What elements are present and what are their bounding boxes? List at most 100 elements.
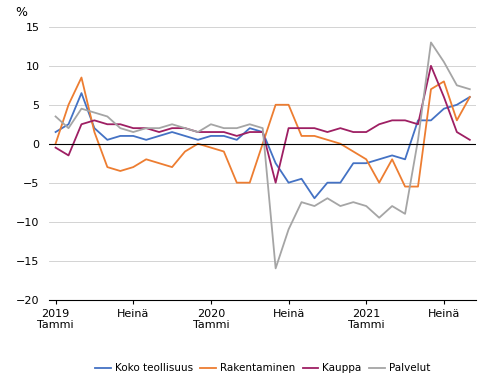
Rakentaminen: [273, 103, 278, 107]
Rakentaminen: [66, 103, 72, 107]
Kauppa: [234, 134, 240, 138]
Palvelut: [79, 106, 84, 111]
Kauppa: [105, 122, 110, 127]
Legend: Koko teollisuus, Rakentaminen, Kauppa, Palvelut: Koko teollisuus, Rakentaminen, Kauppa, P…: [91, 359, 435, 377]
Text: %: %: [15, 6, 27, 19]
Kauppa: [130, 126, 136, 131]
Rakentaminen: [299, 134, 304, 138]
Line: Koko teollisuus: Koko teollisuus: [55, 93, 470, 198]
Line: Rakentaminen: Rakentaminen: [55, 78, 470, 187]
Kauppa: [91, 118, 97, 122]
Rakentaminen: [389, 157, 395, 162]
Palvelut: [53, 114, 58, 119]
Kauppa: [208, 130, 214, 134]
Line: Kauppa: Kauppa: [55, 66, 470, 183]
Line: Palvelut: Palvelut: [55, 43, 470, 268]
Koko teollisuus: [117, 134, 123, 138]
Palvelut: [467, 87, 473, 91]
Rakentaminen: [195, 141, 201, 146]
Koko teollisuus: [260, 130, 266, 134]
Kauppa: [454, 130, 460, 134]
Koko teollisuus: [195, 137, 201, 142]
Kauppa: [182, 126, 188, 131]
Palvelut: [311, 204, 317, 209]
Kauppa: [273, 180, 278, 185]
Palvelut: [260, 126, 266, 131]
Koko teollisuus: [376, 157, 382, 162]
Rakentaminen: [260, 141, 266, 146]
Rakentaminen: [311, 134, 317, 138]
Kauppa: [169, 126, 175, 131]
Kauppa: [311, 126, 317, 131]
Rakentaminen: [53, 141, 58, 146]
Koko teollisuus: [91, 126, 97, 131]
Palvelut: [91, 110, 97, 115]
Kauppa: [402, 118, 408, 122]
Kauppa: [415, 122, 421, 127]
Koko teollisuus: [169, 130, 175, 134]
Koko teollisuus: [299, 177, 304, 181]
Palvelut: [156, 126, 162, 131]
Palvelut: [221, 126, 227, 131]
Kauppa: [467, 137, 473, 142]
Rakentaminen: [467, 95, 473, 99]
Palvelut: [66, 126, 72, 131]
Rakentaminen: [91, 130, 97, 134]
Palvelut: [208, 122, 214, 127]
Koko teollisuus: [325, 180, 330, 185]
Koko teollisuus: [79, 91, 84, 95]
Koko teollisuus: [66, 122, 72, 127]
Rakentaminen: [221, 149, 227, 154]
Rakentaminen: [415, 184, 421, 189]
Palvelut: [351, 200, 356, 204]
Palvelut: [428, 40, 434, 45]
Palvelut: [376, 215, 382, 220]
Kauppa: [363, 130, 369, 134]
Koko teollisuus: [467, 95, 473, 99]
Palvelut: [195, 130, 201, 134]
Koko teollisuus: [337, 180, 343, 185]
Kauppa: [337, 126, 343, 131]
Rakentaminen: [234, 180, 240, 185]
Koko teollisuus: [454, 103, 460, 107]
Koko teollisuus: [441, 106, 447, 111]
Koko teollisuus: [143, 137, 149, 142]
Rakentaminen: [286, 103, 292, 107]
Koko teollisuus: [415, 118, 421, 122]
Palvelut: [415, 137, 421, 142]
Rakentaminen: [337, 141, 343, 146]
Kauppa: [351, 130, 356, 134]
Palvelut: [117, 126, 123, 131]
Rakentaminen: [363, 157, 369, 162]
Kauppa: [376, 122, 382, 127]
Kauppa: [247, 130, 253, 134]
Kauppa: [441, 95, 447, 99]
Palvelut: [130, 130, 136, 134]
Rakentaminen: [79, 75, 84, 80]
Koko teollisuus: [130, 134, 136, 138]
Palvelut: [299, 200, 304, 204]
Rakentaminen: [117, 169, 123, 173]
Koko teollisuus: [208, 134, 214, 138]
Rakentaminen: [428, 87, 434, 91]
Koko teollisuus: [105, 137, 110, 142]
Koko teollisuus: [428, 118, 434, 122]
Kauppa: [66, 153, 72, 158]
Kauppa: [156, 130, 162, 134]
Rakentaminen: [143, 157, 149, 162]
Koko teollisuus: [53, 130, 58, 134]
Koko teollisuus: [221, 134, 227, 138]
Palvelut: [441, 60, 447, 64]
Rakentaminen: [182, 149, 188, 154]
Palvelut: [325, 196, 330, 200]
Palvelut: [454, 83, 460, 88]
Koko teollisuus: [182, 134, 188, 138]
Rakentaminen: [247, 180, 253, 185]
Rakentaminen: [169, 165, 175, 169]
Koko teollisuus: [363, 161, 369, 166]
Kauppa: [389, 118, 395, 122]
Palvelut: [273, 266, 278, 271]
Koko teollisuus: [389, 153, 395, 158]
Rakentaminen: [454, 118, 460, 122]
Palvelut: [286, 227, 292, 232]
